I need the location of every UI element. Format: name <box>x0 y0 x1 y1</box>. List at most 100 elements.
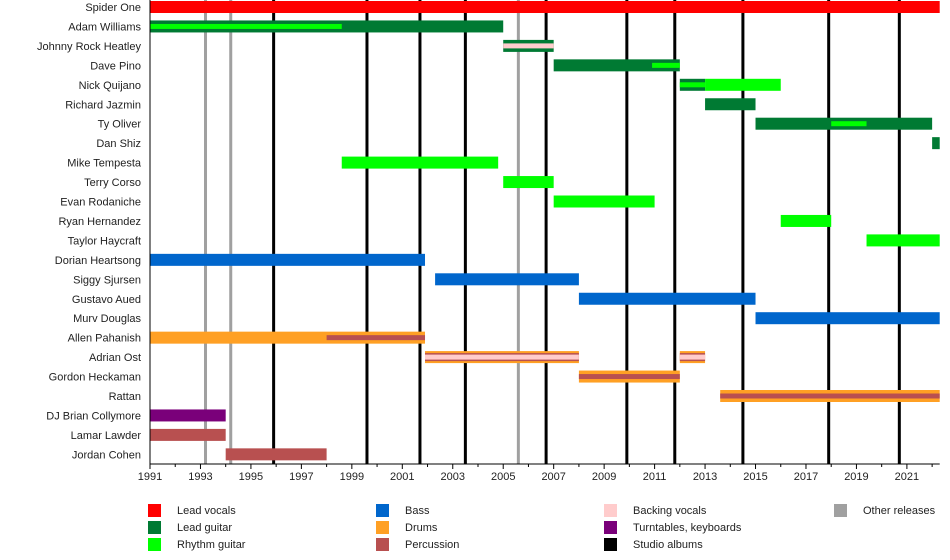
member-bar-stripe <box>679 354 706 360</box>
member-label: Evan Rodaniche <box>60 197 141 209</box>
member-bar <box>705 98 756 111</box>
member-bar <box>150 428 226 441</box>
legend-item: Percussion <box>376 536 459 553</box>
member-bar <box>150 409 226 422</box>
x-tick-label: 2003 <box>441 471 465 483</box>
member-bar-stripe <box>425 354 579 360</box>
member-bars <box>150 1 940 461</box>
member-label: Jordan Cohen <box>72 449 141 461</box>
member-label: Rattan <box>109 391 141 403</box>
legend-label: Turntables, keyboards <box>633 521 742 534</box>
member-bar <box>150 1 940 13</box>
member-label: DJ Brian Collymore <box>46 410 141 422</box>
member-bar <box>866 234 940 247</box>
x-tick-label: 1991 <box>138 471 162 483</box>
member-bar-stripe <box>652 62 680 68</box>
x-tick-label: 2017 <box>794 471 818 483</box>
legend-item: Backing vocals <box>604 502 706 519</box>
legend-swatch <box>376 538 389 551</box>
member-label: Dave Pino <box>90 60 141 72</box>
legend-label: Studio albums <box>633 538 703 551</box>
member-label: Siggy Sjursen <box>73 274 141 286</box>
legend-item: Bass <box>376 502 429 519</box>
x-tick-label: 2019 <box>844 471 868 483</box>
member-label: Terry Corso <box>84 177 141 189</box>
legend-item: Lead guitar <box>148 519 232 536</box>
member-bar-stripe <box>503 43 554 49</box>
x-tick-label: 2021 <box>895 471 919 483</box>
timeline-chart: Spider One Adam Williams Johnny Rock Heatl… <box>37 0 940 483</box>
member-label: Nick Quijano <box>79 80 141 92</box>
legend-swatch <box>376 521 389 534</box>
x-tick-label: 1995 <box>239 471 263 483</box>
member-label: Murv Douglas <box>73 313 141 325</box>
member-bar-stripe <box>578 374 680 380</box>
member-bar-stripe <box>720 393 940 399</box>
member-label: Lamar Lawder <box>71 430 142 442</box>
legend-label: Bass <box>405 504 430 517</box>
member-bar <box>780 214 832 227</box>
member-bar <box>150 253 426 266</box>
member-label: Spider One <box>85 2 141 14</box>
member-bar-stripe <box>831 121 867 127</box>
member-label: Johnny Rock Heatley <box>37 41 141 53</box>
legend-label: Percussion <box>405 538 460 551</box>
member-bar <box>225 448 327 461</box>
member-bar-stripe <box>326 335 426 341</box>
legend-item: Other releases <box>834 502 935 519</box>
member-label: Ty Oliver <box>98 119 142 131</box>
member-label: Dan Shiz <box>96 138 141 150</box>
member-bar-stripe <box>150 23 342 29</box>
member-labels: Spider One Adam Williams Johnny Rock Heatl… <box>37 2 142 461</box>
x-tick-label: 2013 <box>693 471 717 483</box>
member-label: Mike Tempesta <box>67 158 142 170</box>
member-bar <box>435 273 579 286</box>
x-tick-label: 2011 <box>643 471 667 483</box>
legend-swatch <box>148 538 161 551</box>
member-label: Adrian Ost <box>89 352 141 364</box>
member-label: Allen Pahanish <box>68 333 141 345</box>
legend-item: Turntables, keyboards <box>604 519 741 536</box>
legend-swatch <box>604 538 617 551</box>
legend-swatch <box>604 521 617 534</box>
member-label: Taylor Haycraft <box>68 235 141 247</box>
member-label: Ryan Hernandez <box>58 216 141 228</box>
legend-item: Drums <box>376 519 437 536</box>
legend-label: Drums <box>405 521 438 534</box>
member-label: Gordon Heckaman <box>49 372 141 384</box>
x-tick-label: 1999 <box>340 471 364 483</box>
member-bar <box>755 312 940 325</box>
x-tick-label: 2001 <box>390 471 414 483</box>
legend-swatch <box>376 504 389 517</box>
legend-label: Other releases <box>863 504 936 517</box>
member-bar <box>553 59 680 72</box>
member-label: Adam Williams <box>68 21 141 33</box>
member-label: Gustavo Aued <box>72 294 141 306</box>
legend-label: Lead guitar <box>177 521 233 534</box>
x-tick-label: 1993 <box>188 471 212 483</box>
member-bar <box>150 331 426 344</box>
x-tick-label: 2007 <box>541 471 565 483</box>
legend-swatch <box>148 521 161 534</box>
member-bar <box>932 137 940 150</box>
x-tick-label: 2009 <box>592 471 616 483</box>
legend-swatch <box>148 504 161 517</box>
legend-label: Rhythm guitar <box>177 538 246 551</box>
release-lines <box>204 0 901 464</box>
legend-item: Lead vocals <box>148 502 236 519</box>
x-axis: 1991 1993 1995 1997 1999 2001 2003 2005 2007 2009… <box>138 0 940 483</box>
x-tick-label: 2015 <box>743 471 767 483</box>
legend-swatch <box>604 504 617 517</box>
x-tick-label: 1997 <box>289 471 313 483</box>
legend-swatch <box>834 504 847 517</box>
member-bar <box>341 156 499 169</box>
member-label: Dorian Heartsong <box>55 255 141 267</box>
legend-label: Backing vocals <box>633 504 707 517</box>
x-tick-label: 2005 <box>491 471 515 483</box>
member-bar <box>705 78 781 91</box>
legend-item: Rhythm guitar <box>148 536 245 553</box>
member-bar <box>553 195 655 208</box>
member-bar <box>578 292 756 305</box>
member-bar <box>503 176 554 189</box>
member-label: Richard Jazmin <box>65 99 141 111</box>
